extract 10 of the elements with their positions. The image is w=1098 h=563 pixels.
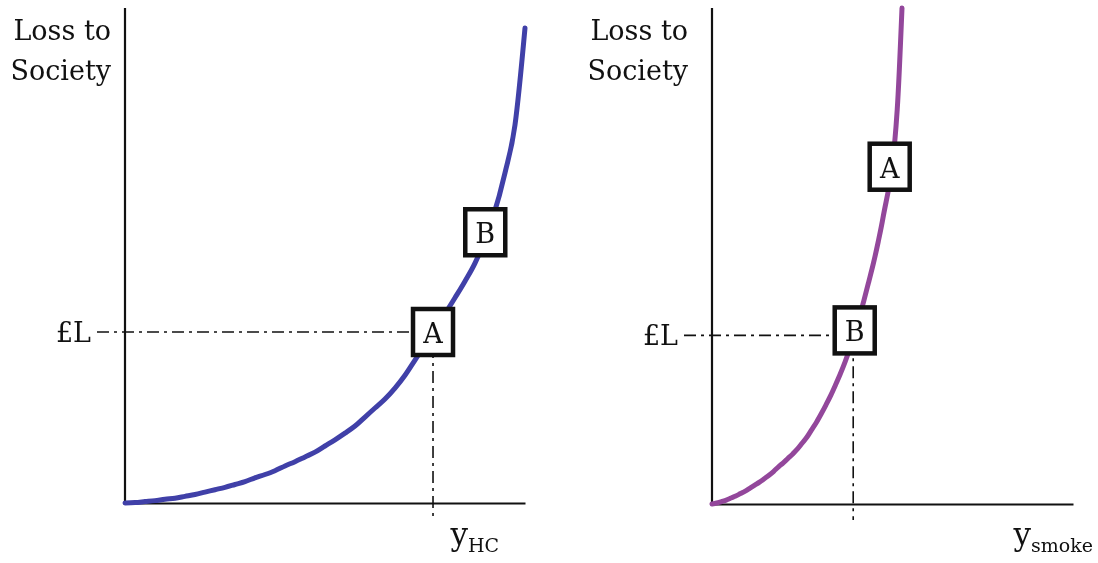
annotation: A — [422, 317, 444, 349]
annotation: A — [878, 152, 900, 184]
annotation: B — [844, 315, 865, 347]
x-axis-title: y$_{HC}$ — [449, 516, 499, 556]
x-axis-title: y$_{smoke}$ — [1012, 516, 1093, 556]
y-axis-title: Loss to Society — [587, 15, 689, 86]
annotation: B — [475, 217, 496, 249]
ref-line-label: £L — [642, 319, 679, 351]
y-axis-title: Loss to Society — [10, 15, 112, 86]
ref-line-label: £L — [55, 316, 92, 348]
